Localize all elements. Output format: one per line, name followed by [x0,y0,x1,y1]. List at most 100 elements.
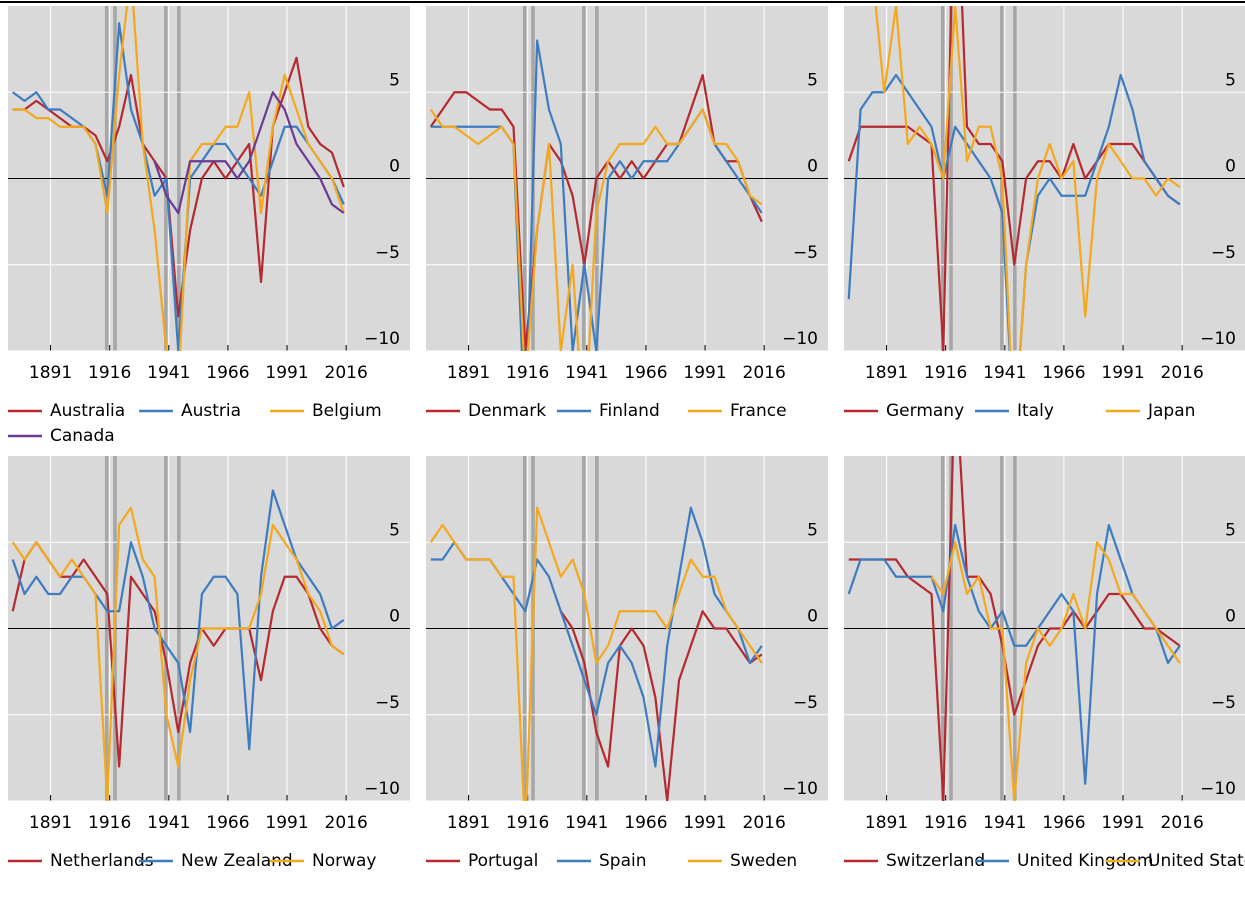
x-tick-label: 1966 [206,363,249,383]
x-tick-label: 2016 [743,363,786,383]
series-line [930,541,1181,801]
x-tick-label: 1991 [1101,813,1144,833]
x-tick-label: 1991 [265,363,308,383]
lines [847,6,1181,351]
y-tick-label: −10 [1200,779,1236,799]
series-line [874,6,1181,351]
y-tick-label: −10 [782,329,818,349]
lines [429,39,763,351]
y-tick-label: −5 [375,243,400,263]
legend-label: Germany [886,401,964,421]
x-tick-label: 1891 [29,813,72,833]
y-tick-label: 5 [1225,520,1236,540]
y-tick-label: 5 [389,70,400,90]
y-tick-label: 5 [1225,70,1236,90]
x-tick-label: 2016 [743,813,786,833]
lines [12,6,345,351]
x-tick-label: 1916 [506,813,549,833]
series-line [12,6,345,351]
legend-label: Japan [1147,401,1195,421]
panel: 1891 1916 1941 1966 1991 2016 −10 −5 0 5 Portugal S… [426,456,828,871]
series-line [429,506,763,801]
legend-label: Belgium [312,401,382,421]
y-tick-label: 0 [1225,607,1236,627]
x-tick-label: 1966 [1042,813,1085,833]
y-tick-label: 0 [807,157,818,177]
y-tick-label: 0 [389,607,400,627]
legend-label: Portugal [468,851,538,871]
x-tick-label: 1991 [683,363,726,383]
legend-label: United Kingdom [1017,851,1153,871]
x-tick-label: 1916 [924,363,967,383]
series-line [11,506,345,801]
series-line [429,73,763,351]
panel: 1891 1916 1941 1966 1991 2016 −10 −5 0 5 Denmark Fi… [426,6,828,421]
lines [429,506,763,801]
legend-label: Netherlands [50,851,154,871]
panel: 1891 1916 1941 1966 1991 2016 −10 −5 0 5 Switzerla… [844,456,1245,871]
panel: 1891 1916 1941 1966 1991 2016 −10 −5 0 5 Netherlan… [8,456,410,871]
x-tick-label: 1916 [924,813,967,833]
legend-label: France [730,401,787,421]
y-tick-label: 0 [807,607,818,627]
x-tick-label: 1991 [265,813,308,833]
y-tick-label: −5 [793,693,818,713]
legend-label: Austria [181,401,241,421]
y-tick-label: −10 [364,779,400,799]
legend-label: Switzerland [886,851,985,871]
y-tick-label: 0 [389,157,400,177]
x-tick-label: 1916 [88,363,131,383]
lines [11,489,345,801]
x-tick-label: 1891 [29,363,72,383]
series-line [559,610,763,801]
x-tick-label: 2016 [1161,363,1204,383]
panel: 1891 1916 1941 1966 1991 2016 −10 −5 0 5 Germany It… [844,6,1245,421]
x-tick-label: 1991 [1101,363,1144,383]
series-line [848,456,1181,801]
x-tick-label: 1966 [1042,363,1085,383]
panel: 1891 1916 1941 1966 1991 2016 −10 −5 0 5 Australia… [8,6,410,446]
legend-label: Finland [599,401,660,421]
x-tick-label: 1991 [683,813,726,833]
x-tick-label: 1891 [447,813,490,833]
y-tick-label: −5 [375,693,400,713]
legend-label: Australia [50,401,125,421]
series-line [12,22,345,351]
y-tick-label: 5 [807,520,818,540]
x-tick-label: 1941 [565,813,608,833]
x-tick-label: 2016 [325,813,368,833]
x-tick-label: 1916 [88,813,131,833]
y-tick-label: −10 [782,779,818,799]
series-line [11,541,345,768]
series-line [153,91,345,215]
y-tick-label: 5 [807,70,818,90]
x-tick-label: 2016 [1161,813,1204,833]
legend-label: Sweden [730,851,797,871]
x-tick-label: 1966 [624,813,667,833]
y-tick-label: 0 [1225,157,1236,177]
series-line [12,56,345,318]
y-tick-label: −10 [1200,329,1236,349]
x-tick-label: 1966 [624,363,667,383]
x-tick-label: 1941 [147,363,190,383]
legend-label: Spain [599,851,647,871]
x-tick-label: 1891 [865,813,908,833]
x-tick-label: 1891 [865,363,908,383]
legend-label: Denmark [468,401,546,421]
x-tick-label: 1941 [565,363,608,383]
x-tick-label: 2016 [325,363,368,383]
legend-label: United States [1148,851,1245,871]
legend-label: New Zealand [181,851,293,871]
legend-label: Norway [312,851,377,871]
x-tick-label: 1891 [447,363,490,383]
y-tick-label: −10 [364,329,400,349]
legend-label: Italy [1017,401,1054,421]
lines [847,456,1181,801]
x-tick-label: 1941 [147,813,190,833]
y-tick-label: −5 [1211,693,1236,713]
series-line [429,108,763,351]
y-tick-label: −5 [793,243,818,263]
series-line [847,6,1181,351]
x-tick-label: 1966 [206,813,249,833]
